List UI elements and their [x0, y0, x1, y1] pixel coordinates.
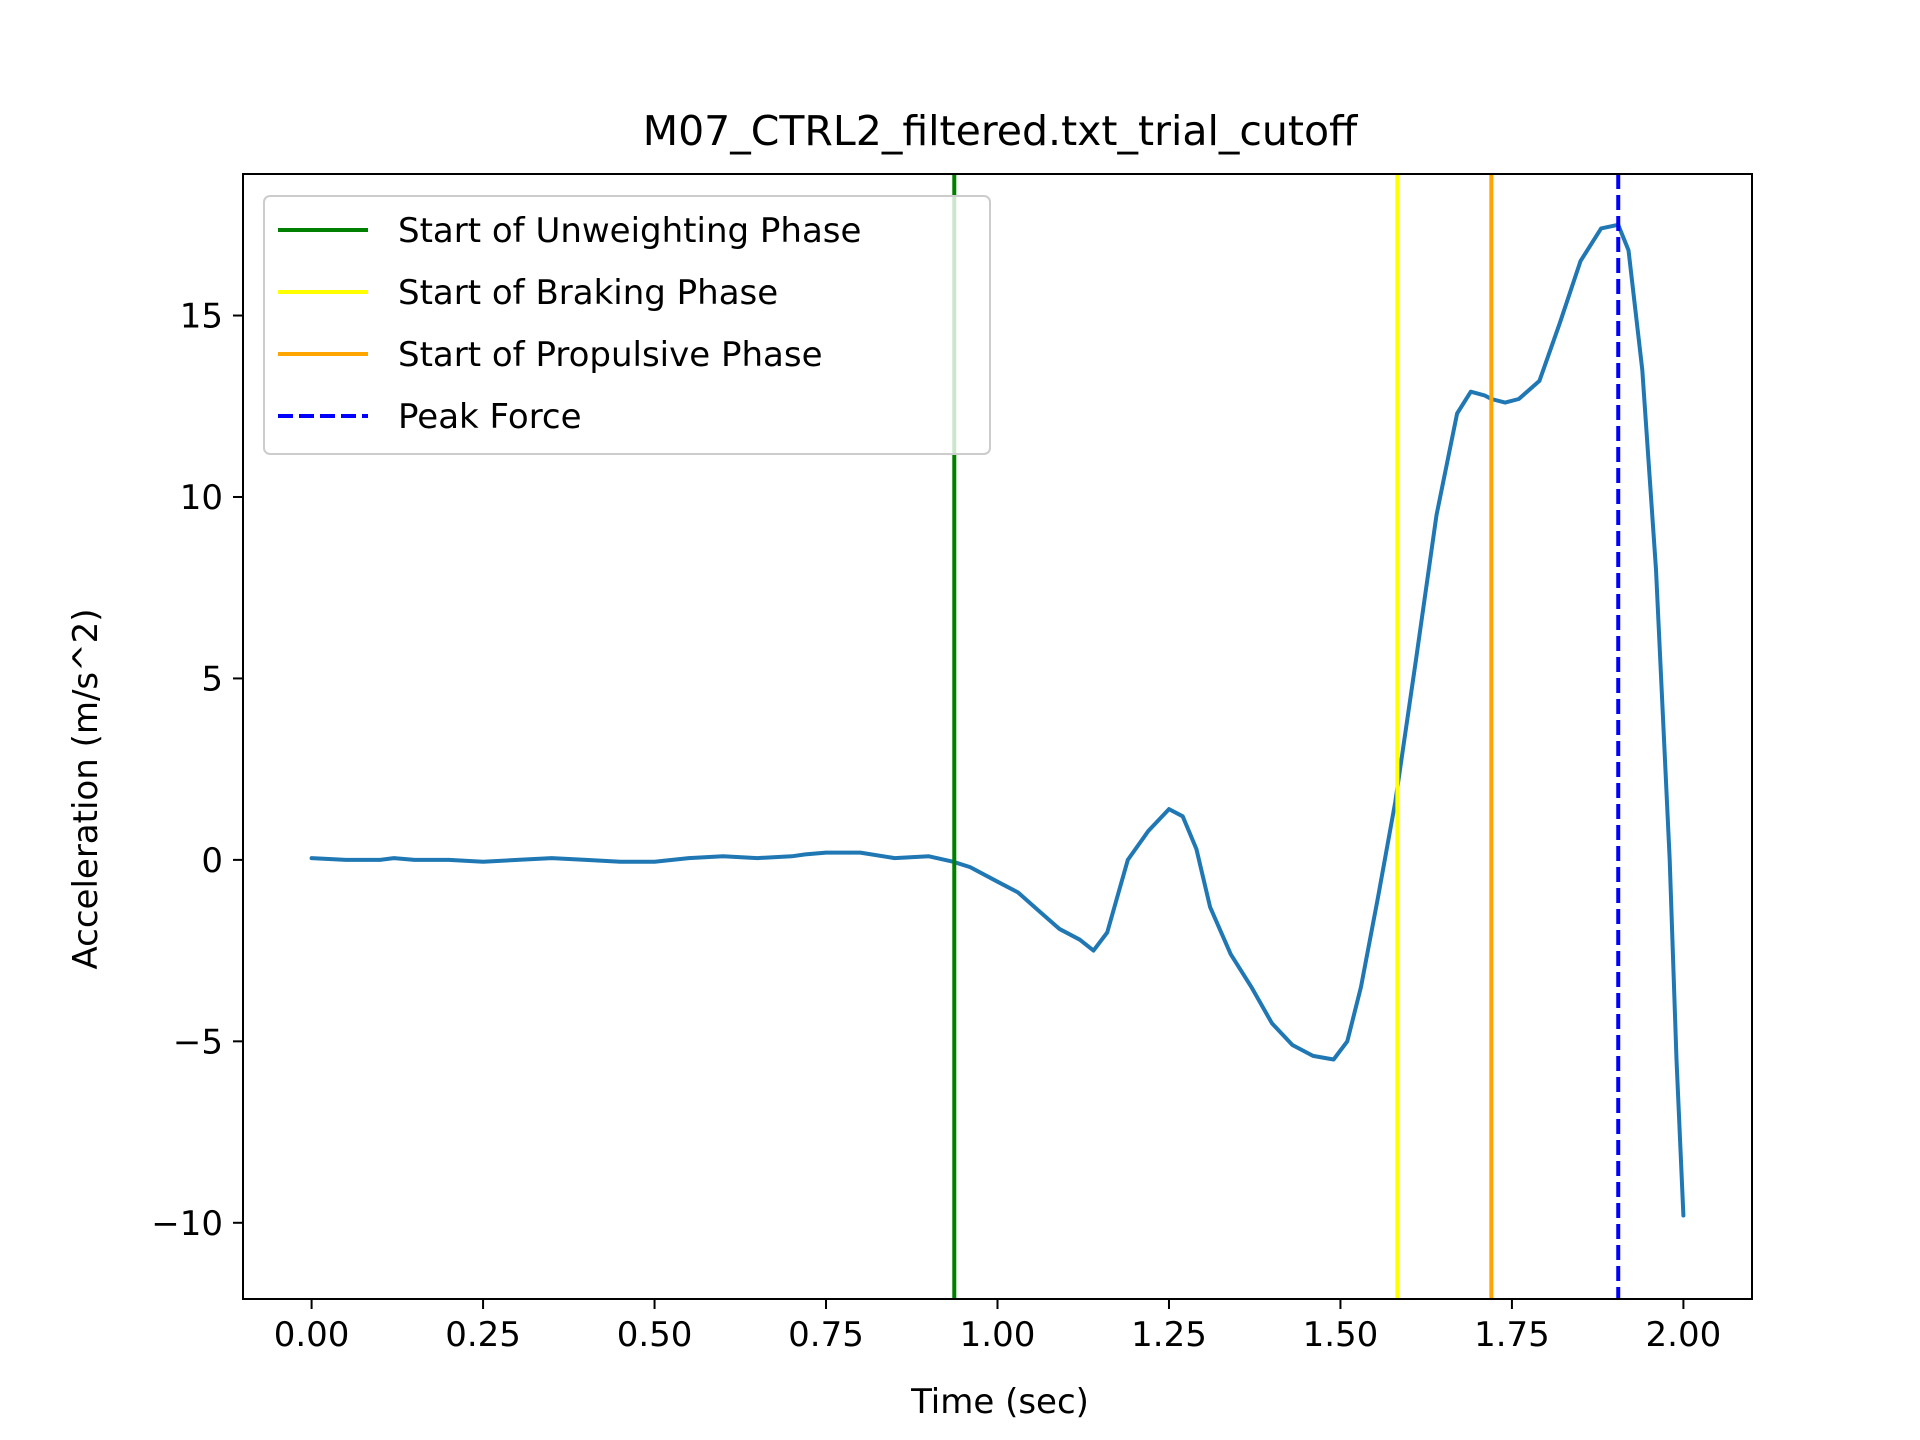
x-axis-label: Time (sec) [910, 1382, 1089, 1422]
legend-label-0: Start of Unweighting Phase [398, 211, 861, 251]
x-tick-label-6: 1.50 [1303, 1315, 1379, 1355]
y-axis-label: Acceleration (m/s^2) [66, 608, 106, 969]
y-tick-label-1: −5 [173, 1022, 223, 1062]
x-tick-label-4: 1.00 [960, 1315, 1036, 1355]
x-tick-label-1: 0.25 [445, 1315, 521, 1355]
x-tick-label-2: 0.50 [617, 1315, 693, 1355]
legend-label-1: Start of Braking Phase [398, 273, 778, 313]
legend: Start of Unweighting Phase Start of Braki… [263, 195, 991, 455]
y-tick-label-3: 5 [201, 659, 223, 699]
legend-label-2: Start of Propulsive Phase [398, 335, 823, 375]
y-tick-label-0: −10 [151, 1204, 223, 1244]
x-tick-label-8: 2.00 [1646, 1315, 1722, 1355]
legend-label-3: Peak Force [398, 397, 582, 437]
series-line-0 [309, 222, 1686, 1218]
x-tick-label-5: 1.25 [1131, 1315, 1207, 1355]
y-tick-label-4: 10 [180, 478, 223, 518]
chart-title: M07_CTRL2_filtered.txt_trial_cutoff [643, 107, 1359, 155]
x-tick-label-0: 0.00 [274, 1315, 350, 1355]
axis-ticks: 0.00 0.25 0.50 0.75 1.00 1.25 1.50 1.75 2.00 −10 −… [151, 297, 1721, 1355]
y-tick-label-2: 0 [201, 841, 223, 881]
x-tick-label-7: 1.75 [1474, 1315, 1550, 1355]
x-tick-label-3: 0.75 [788, 1315, 864, 1355]
y-tick-label-5: 15 [180, 297, 223, 337]
legend-box [263, 195, 991, 455]
